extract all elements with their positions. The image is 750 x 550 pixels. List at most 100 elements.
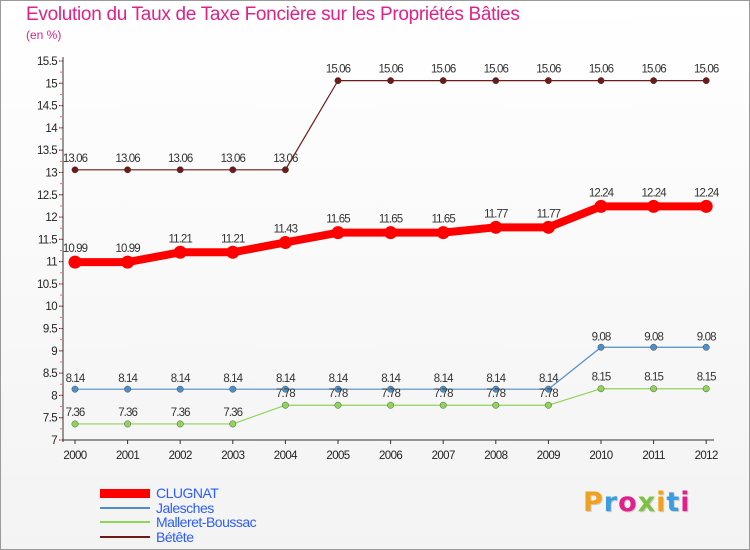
data-point bbox=[71, 166, 79, 174]
data-label: 8.14 bbox=[329, 373, 349, 385]
data-point bbox=[436, 226, 450, 240]
legend-swatch-clugnat bbox=[100, 488, 150, 498]
legend-label: Bétête bbox=[156, 528, 194, 545]
data-label: 8.15 bbox=[644, 372, 663, 384]
data-label: 15.06 bbox=[641, 64, 666, 76]
legend-item-jalesches: Jalesches bbox=[100, 501, 256, 516]
data-label: 9.08 bbox=[697, 331, 716, 343]
y-tick-label: 11 bbox=[46, 257, 57, 269]
logo-letter: i bbox=[680, 487, 691, 518]
data-point bbox=[334, 77, 342, 85]
data-point bbox=[278, 235, 292, 249]
data-point bbox=[281, 401, 289, 409]
data-point bbox=[439, 401, 447, 409]
logo-letter: i bbox=[656, 487, 667, 518]
legend-swatch-jalesches bbox=[100, 506, 150, 509]
data-label: 15.06 bbox=[536, 64, 561, 76]
legend-item-clugnat: CLUGNAT bbox=[100, 486, 256, 501]
data-label: 7.36 bbox=[171, 407, 190, 419]
data-label: 9.08 bbox=[644, 331, 663, 343]
data-label: 7.78 bbox=[486, 388, 505, 400]
logo-letter: t bbox=[666, 487, 681, 518]
y-tick-label: 10 bbox=[45, 301, 57, 313]
data-point bbox=[71, 385, 79, 393]
data-point bbox=[492, 385, 500, 393]
data-point bbox=[68, 255, 82, 269]
data-label: 12.24 bbox=[694, 187, 720, 199]
y-tick-label: 7 bbox=[51, 435, 57, 447]
y-tick-label: 8.5 bbox=[43, 368, 57, 380]
data-label: 11.77 bbox=[537, 208, 561, 220]
y-tick-label: 15 bbox=[45, 78, 57, 90]
logo-letter: P bbox=[583, 487, 604, 518]
data-point bbox=[124, 166, 132, 174]
data-label: 13.06 bbox=[221, 153, 246, 165]
data-label: 8.14 bbox=[223, 373, 243, 385]
x-tick-label: 2000 bbox=[63, 450, 86, 462]
data-label: 8.14 bbox=[276, 373, 296, 385]
data-point bbox=[173, 245, 187, 259]
proxiti-logo: Proxiti bbox=[583, 487, 691, 518]
data-point bbox=[384, 226, 398, 240]
data-point bbox=[176, 166, 184, 174]
data-label: 8.15 bbox=[697, 372, 716, 384]
x-tick-label: 2009 bbox=[537, 450, 560, 462]
y-tick-label: 14 bbox=[45, 123, 58, 135]
data-point bbox=[387, 77, 394, 85]
data-point bbox=[541, 220, 555, 234]
y-tick-label: 12.5 bbox=[37, 190, 57, 202]
data-label: 10.99 bbox=[115, 243, 140, 255]
y-tick-label: 15.5 bbox=[37, 56, 57, 68]
data-label: 7.36 bbox=[66, 407, 85, 419]
legend-label: Malleret-Boussac bbox=[156, 514, 257, 531]
data-point bbox=[702, 385, 710, 393]
x-tick-label: 2007 bbox=[432, 450, 455, 462]
data-label: 8.14 bbox=[171, 373, 191, 385]
data-point bbox=[387, 385, 394, 393]
y-tick-label: 7.5 bbox=[43, 413, 57, 425]
data-label: 13.06 bbox=[63, 153, 88, 165]
data-point bbox=[334, 401, 342, 409]
x-tick-label: 2002 bbox=[169, 450, 192, 462]
data-label: 8.14 bbox=[66, 373, 86, 385]
y-tick-label: 13.5 bbox=[37, 145, 57, 157]
data-point bbox=[229, 166, 237, 174]
data-point bbox=[650, 385, 657, 393]
data-point bbox=[124, 385, 132, 393]
data-point bbox=[702, 343, 710, 351]
data-point bbox=[545, 401, 552, 409]
data-point bbox=[597, 343, 605, 351]
data-point bbox=[439, 77, 447, 85]
data-point bbox=[229, 385, 237, 393]
data-point bbox=[334, 385, 342, 393]
data-label: 7.36 bbox=[118, 407, 137, 419]
data-label: 7.78 bbox=[381, 388, 400, 400]
legend-label: CLUGNAT bbox=[156, 485, 219, 502]
legend-label: Jalesches bbox=[156, 499, 214, 516]
x-tick-label: 2006 bbox=[379, 450, 402, 462]
data-label: 8.14 bbox=[486, 373, 506, 385]
x-tick-label: 2003 bbox=[221, 450, 244, 462]
logo-letter: o bbox=[618, 487, 638, 518]
y-tick-label: 9 bbox=[51, 346, 57, 358]
data-label: 8.14 bbox=[381, 373, 401, 385]
data-point bbox=[545, 77, 552, 85]
legend-item-betete: Bétête bbox=[100, 530, 256, 545]
data-label: 15.06 bbox=[484, 64, 509, 76]
data-label: 12.24 bbox=[641, 187, 667, 199]
data-label: 15.06 bbox=[326, 64, 351, 76]
data-label: 7.78 bbox=[434, 388, 453, 400]
data-point bbox=[699, 199, 713, 213]
data-label: 15.06 bbox=[589, 64, 614, 76]
data-point bbox=[650, 343, 657, 351]
data-label: 9.08 bbox=[592, 331, 611, 343]
y-tick-label: 12 bbox=[45, 212, 57, 224]
data-point bbox=[702, 77, 710, 85]
data-point bbox=[489, 220, 503, 234]
x-tick-label: 2011 bbox=[642, 450, 665, 462]
data-point bbox=[594, 199, 608, 213]
y-tick-label: 8 bbox=[51, 390, 57, 402]
data-point bbox=[331, 226, 345, 240]
data-label: 8.14 bbox=[434, 373, 454, 385]
